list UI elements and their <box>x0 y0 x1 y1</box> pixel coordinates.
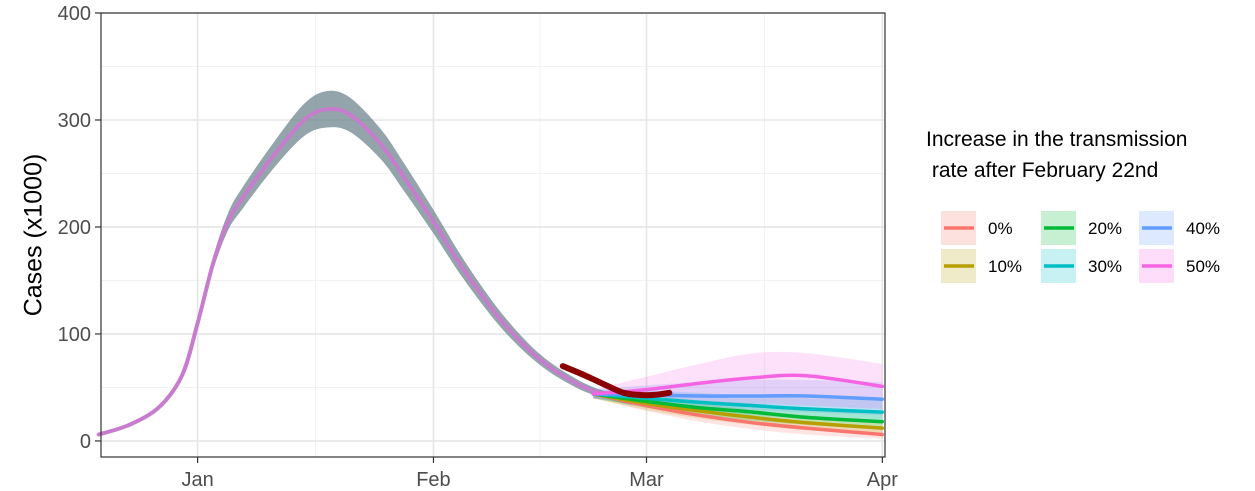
y-tick-label: 100 <box>58 324 91 346</box>
line-0pct <box>591 392 885 437</box>
y-tick-label: 400 <box>58 3 91 25</box>
legend-label-10pct: 10% <box>988 257 1022 276</box>
legend-label-20pct: 20% <box>1088 219 1122 238</box>
y-axis: 0 100 200 300 400 <box>58 3 101 453</box>
x-axis: Jan Feb Mar Apr <box>181 457 898 491</box>
legend-label-30pct: 30% <box>1088 257 1122 276</box>
legend-label-0pct: 0% <box>988 219 1013 238</box>
grid <box>101 12 885 457</box>
line-common <box>96 106 634 437</box>
series-lines <box>96 106 885 437</box>
x-tick-label: Feb <box>416 469 450 491</box>
y-tick-label: 0 <box>80 431 91 453</box>
legend-title-line-1: Increase in the transmission <box>926 128 1187 151</box>
legend-label-50pct: 50% <box>1186 257 1220 276</box>
plot-panel <box>101 13 885 457</box>
y-tick-label: 300 <box>58 110 91 132</box>
x-tick-label: Mar <box>629 469 664 491</box>
legend-title-line-2: rate after February 22nd <box>926 159 1158 182</box>
band-0pct <box>593 389 883 439</box>
line-observed <box>559 363 673 399</box>
x-tick-label: Apr <box>867 469 898 491</box>
x-tick-label: Jan <box>181 469 213 491</box>
legend: Increase in the transmission rate after … <box>926 128 1220 283</box>
plot-panel-border <box>100 12 886 458</box>
line-20pct <box>591 392 885 424</box>
y-tick-label: 200 <box>58 217 91 239</box>
line-10pct <box>591 392 885 430</box>
line-50pct <box>591 373 885 396</box>
legend-label-40pct: 40% <box>1186 219 1220 238</box>
y-axis-label: Cases (x1000) <box>20 154 48 317</box>
